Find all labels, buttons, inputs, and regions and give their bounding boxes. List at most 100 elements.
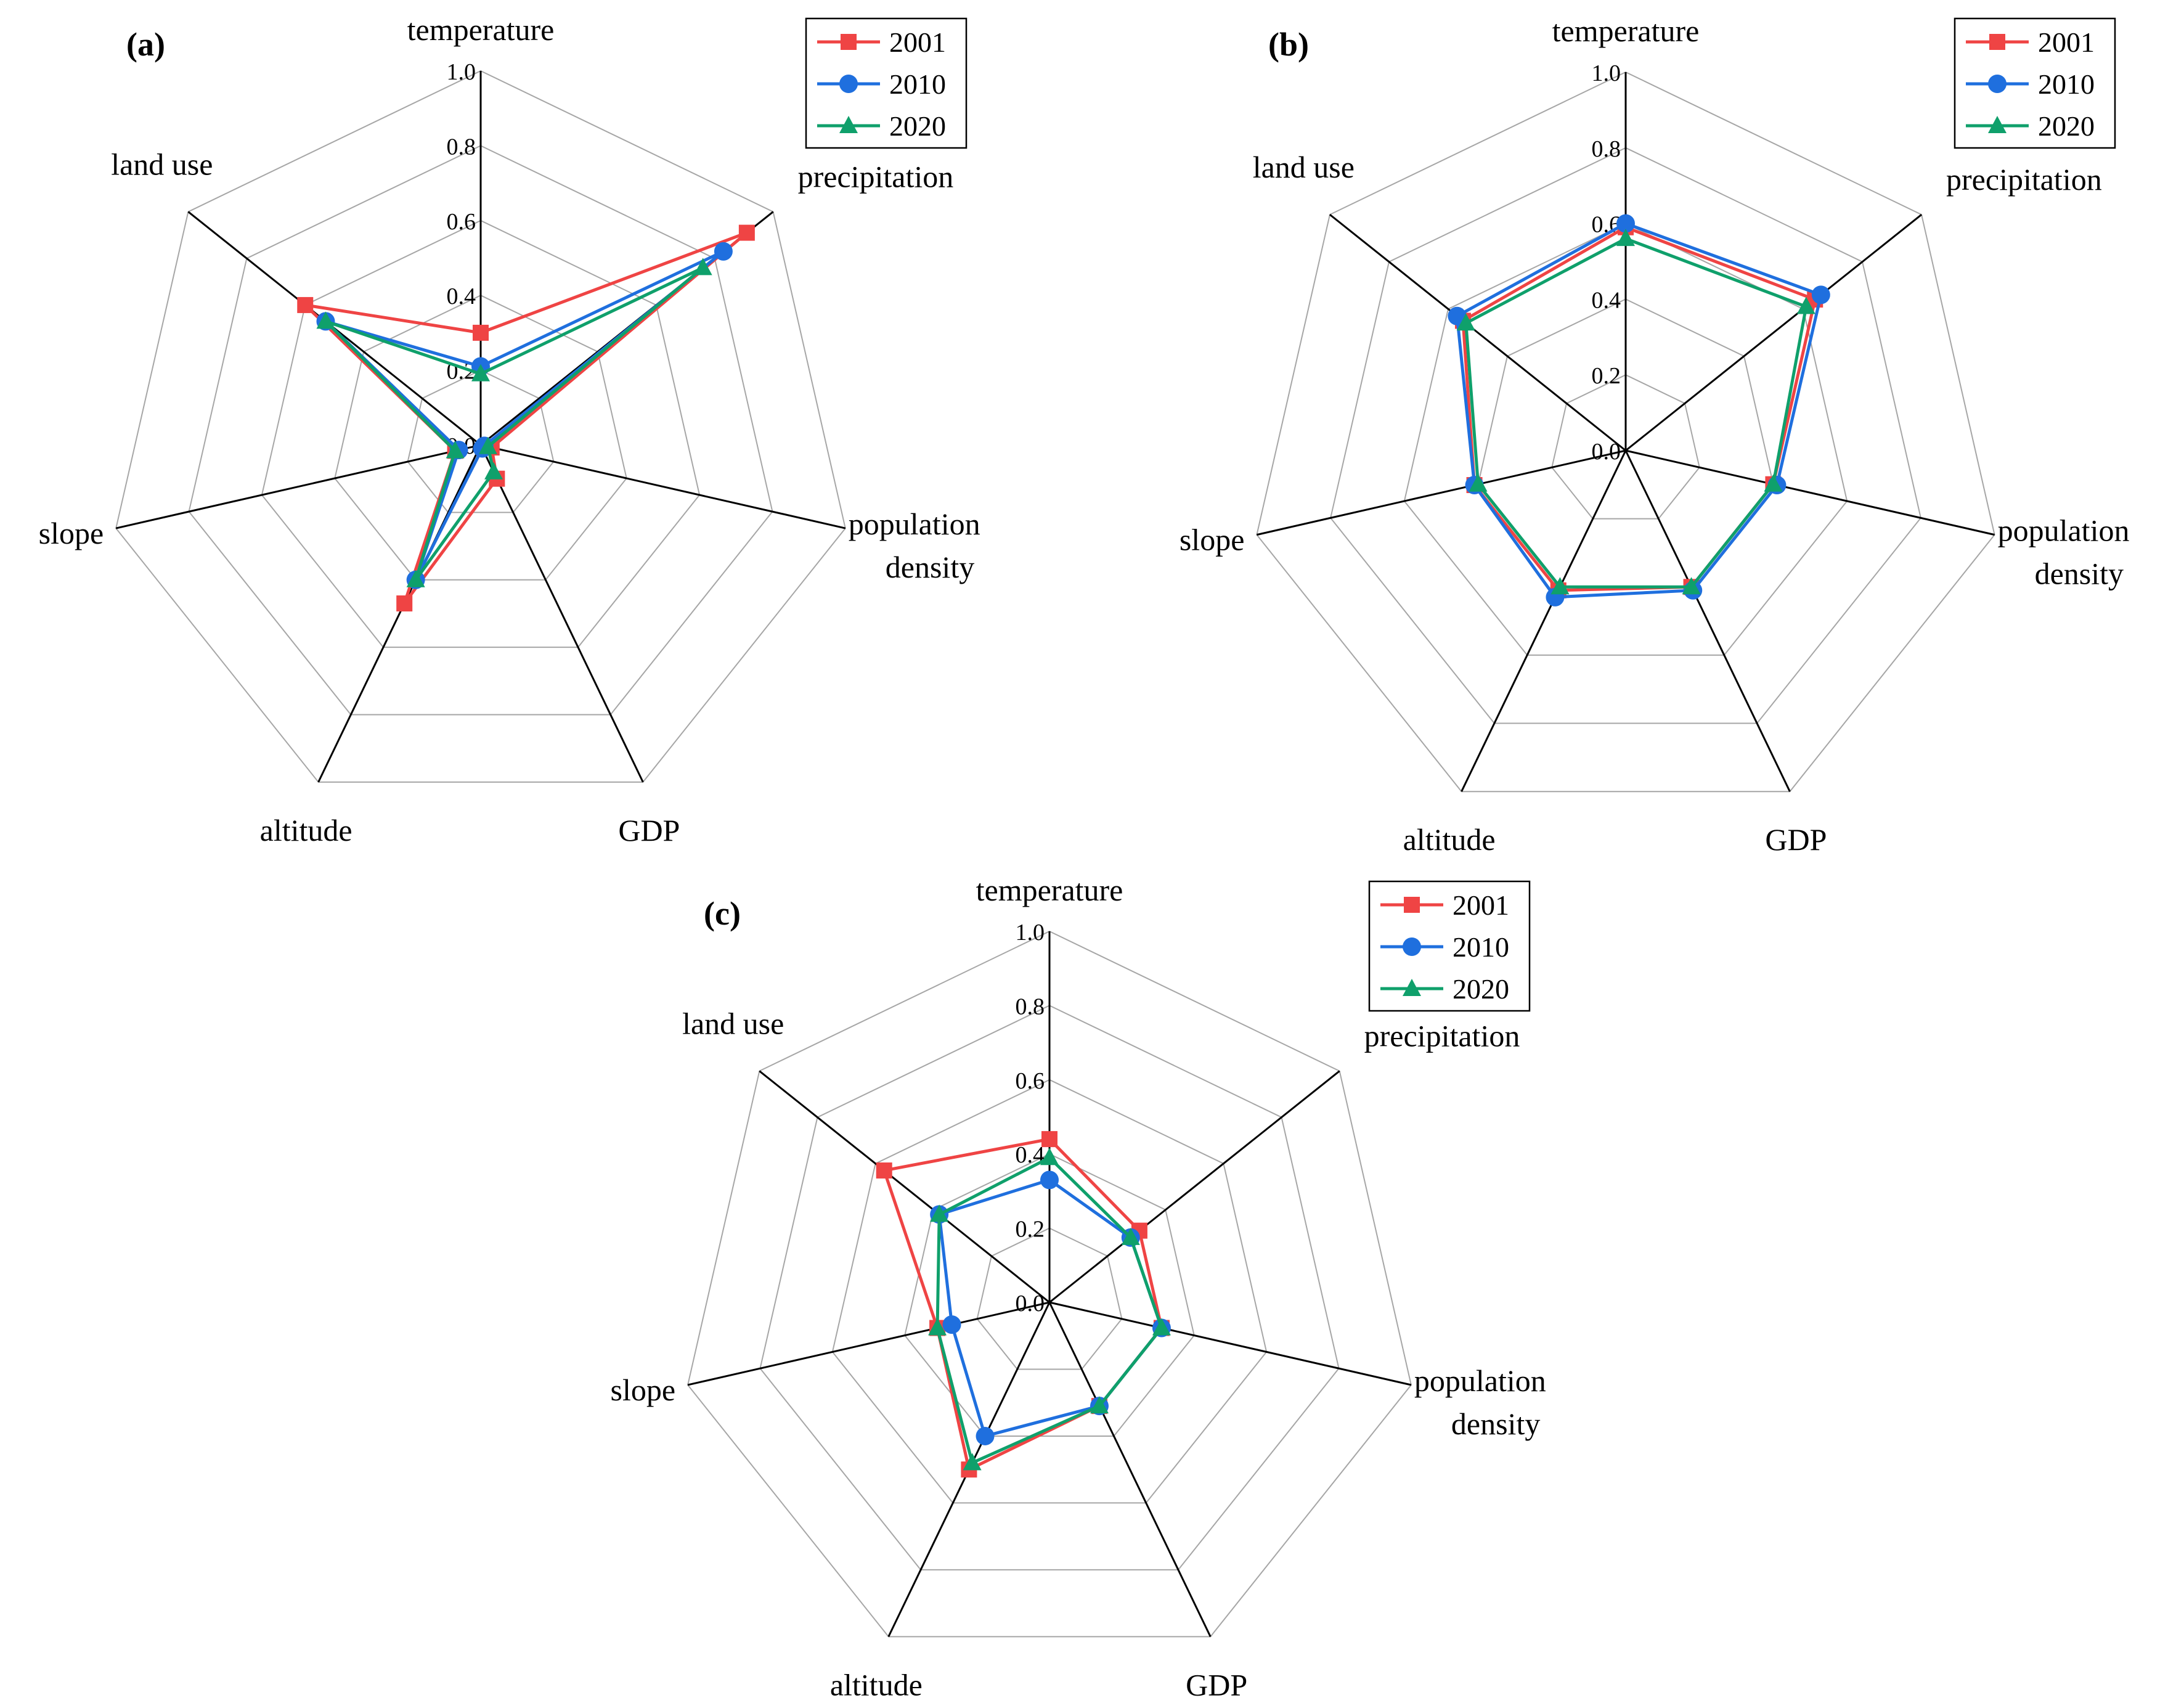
axis-label-altitude: altitude <box>830 1667 923 1702</box>
grid-ring <box>334 295 627 581</box>
series-2020 <box>1456 229 1815 595</box>
spoke-gdp <box>1624 450 1791 792</box>
legend-label-2001: 2001 <box>889 27 946 58</box>
data-point-2020 <box>1550 577 1570 595</box>
data-point-2020 <box>484 462 503 480</box>
data-point-2020 <box>1764 474 1783 492</box>
axis-label-gdp: GDP <box>618 813 680 847</box>
spoke-land-use <box>759 1070 1050 1304</box>
data-point-2001 <box>876 1162 892 1179</box>
spoke-population-density <box>480 444 846 529</box>
data-point-2020 <box>316 311 335 329</box>
spoke-land-use <box>1329 214 1626 452</box>
series-line-2001 <box>1461 226 1817 592</box>
panel-label: (a) <box>126 26 165 63</box>
axis-label-land-use: land use <box>111 147 213 182</box>
axis-label-slope: slope <box>1180 523 1245 557</box>
legend-marker-2010 <box>1403 937 1421 956</box>
data-point-2020 <box>930 1204 949 1222</box>
spoke-gdp <box>479 444 644 783</box>
radar-panel-b: 0.00.20.40.60.81.0temperatureprecipitati… <box>1180 14 2130 857</box>
data-point-2001 <box>1041 1131 1057 1148</box>
axis-label-population-density: population density <box>1998 513 2130 591</box>
grid-ring <box>687 930 1412 1638</box>
legend-label-2010: 2010 <box>889 68 946 100</box>
axis-label-slope: slope <box>39 516 104 550</box>
legend-marker-2001 <box>841 34 857 50</box>
series-line-2020 <box>1464 237 1808 589</box>
legend-marker-2020 <box>839 116 858 133</box>
grid-ring <box>759 1005 1340 1570</box>
tick-label: 0.4 <box>1592 287 1621 313</box>
grid-ring <box>1256 71 1995 793</box>
data-point-2010 <box>714 242 733 261</box>
legend-label-2001: 2001 <box>2038 27 2095 58</box>
data-point-2020 <box>1682 577 1701 595</box>
data-point-2020 <box>406 570 425 587</box>
grid-ring <box>115 70 846 783</box>
tick-label: 0.8 <box>1016 994 1045 1019</box>
data-point-2001 <box>396 595 413 612</box>
series-line-2020 <box>324 266 705 582</box>
legend: 2001 2010 2020 <box>1954 17 2116 149</box>
legend-marker-2010 <box>1988 75 2007 93</box>
data-point-2020 <box>471 364 490 382</box>
data-point-2020 <box>1152 1318 1171 1336</box>
axis-label-temperature: temperature <box>407 12 555 47</box>
legend-label-2020: 2020 <box>1453 973 1509 1005</box>
tick-label: 0.8 <box>447 134 476 160</box>
data-point-2020 <box>1090 1396 1109 1414</box>
data-point-2020 <box>1456 313 1475 331</box>
grid-ring <box>831 1079 1268 1504</box>
series-2010 <box>1448 214 1830 606</box>
spoke-population-density <box>1625 449 1995 536</box>
legend-marker-2020 <box>1988 116 2007 133</box>
tick-label: 1.0 <box>1016 920 1045 945</box>
legend-label-2010: 2010 <box>1453 931 1509 963</box>
series-line-2001 <box>882 1137 1163 1471</box>
data-point-2010 <box>1616 214 1635 233</box>
data-point-2020 <box>1616 229 1635 247</box>
data-point-2001 <box>473 324 489 341</box>
series-2010 <box>930 1170 1171 1445</box>
legend: 2001 2010 2020 <box>1368 880 1531 1012</box>
spoke-slope <box>115 444 481 529</box>
data-point-2001 <box>297 296 314 313</box>
axis-label-precipitation: precipitation <box>1946 162 2102 197</box>
tick-label: 1.0 <box>447 59 476 85</box>
legend-marker-2020 <box>1403 979 1421 996</box>
data-point-2020 <box>1469 474 1488 492</box>
grid-ring <box>407 369 555 513</box>
data-point-2020 <box>693 258 712 276</box>
axis-label-precipitation: precipitation <box>798 160 954 194</box>
axis-label-altitude: altitude <box>1403 822 1496 857</box>
grid-ring <box>904 1153 1195 1437</box>
tick-label: 0.8 <box>1592 136 1621 162</box>
tick-label: 0.0 <box>1016 1291 1045 1317</box>
data-point-2010 <box>1040 1170 1059 1190</box>
legend-marker-2001 <box>1404 897 1420 913</box>
axis-label-slope: slope <box>611 1373 676 1407</box>
spoke-altitude <box>317 444 482 783</box>
axis-label-temperature: temperature <box>1552 14 1700 48</box>
legend-marker-2010 <box>839 75 858 93</box>
axis-label-population-density: population density <box>1414 1363 1546 1441</box>
grid-ring <box>976 1227 1123 1370</box>
tick-label: 0.6 <box>1016 1068 1045 1094</box>
data-point-2020 <box>446 441 465 459</box>
data-point-2020 <box>478 436 497 454</box>
data-point-2020 <box>928 1318 947 1336</box>
radar-panel-c: 0.00.20.40.60.81.0temperatureprecipitati… <box>611 873 1546 1702</box>
spoke-slope <box>687 1301 1050 1386</box>
spoke-gdp <box>1048 1302 1212 1638</box>
radar-panel-a: 0.00.20.40.60.81.0temperatureprecipitati… <box>39 12 980 847</box>
legend-label-2020: 2020 <box>889 110 946 142</box>
grid-ring <box>188 145 773 716</box>
spoke-slope <box>1257 449 1626 536</box>
tick-label: 0.2 <box>1592 363 1621 389</box>
legend: 2001 2010 2020 <box>805 17 968 149</box>
series-2020 <box>928 1148 1171 1471</box>
series-line-2020 <box>935 1156 1163 1464</box>
axis-label-precipitation: precipitation <box>1364 1019 1520 1053</box>
